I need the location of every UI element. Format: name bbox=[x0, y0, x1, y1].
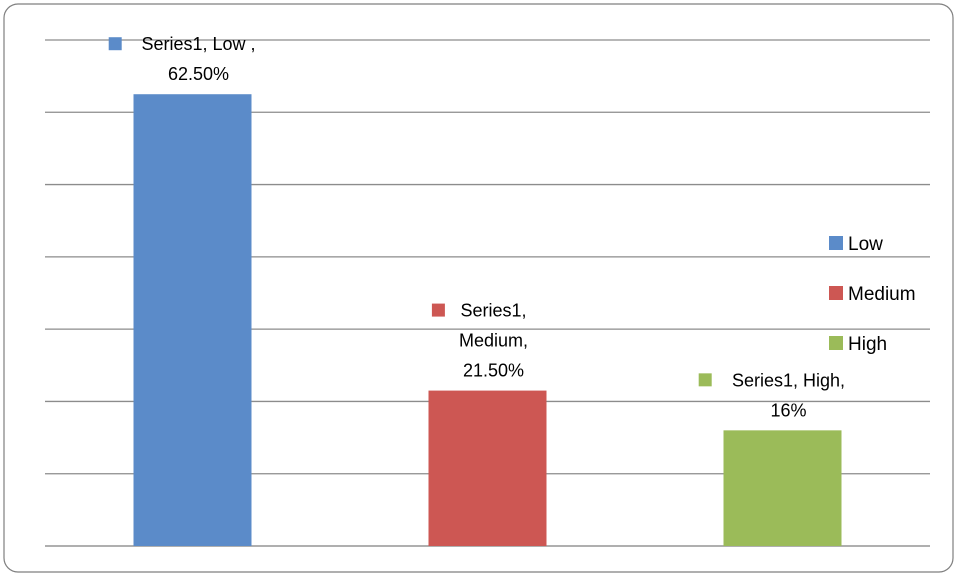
data-label-medium: Series1, Medium, 21.50% bbox=[431, 301, 528, 381]
data-label-key bbox=[108, 37, 122, 51]
data-label-low: Series1, Low , 62.50% bbox=[108, 34, 256, 84]
data-label-line: Series1, bbox=[460, 301, 526, 321]
data-label-line: Medium, bbox=[459, 331, 528, 351]
data-label-key bbox=[698, 373, 712, 387]
data-label-line: Series1, High, bbox=[732, 370, 845, 390]
data-label-line: Series1, Low , bbox=[141, 34, 255, 54]
legend-item-medium: Medium bbox=[829, 284, 916, 305]
legend-label: Low bbox=[848, 234, 883, 255]
bar-high bbox=[723, 430, 842, 546]
legend-item-high: High bbox=[829, 334, 887, 355]
data-label-line: 16% bbox=[770, 400, 806, 420]
bars bbox=[133, 94, 842, 546]
data-label-key bbox=[431, 303, 445, 317]
legend-label: Medium bbox=[848, 284, 916, 305]
data-label-high: Series1, High, 16% bbox=[698, 370, 845, 420]
legend-item-low: Low bbox=[829, 234, 883, 255]
data-labels: Series1, Low , 62.50% Series1, Medium, 21.50… bbox=[108, 34, 845, 420]
data-label-line: 62.50% bbox=[168, 64, 229, 84]
legend: Low Medium High bbox=[829, 234, 916, 355]
bar-low bbox=[133, 94, 252, 546]
data-label-line: 21.50% bbox=[463, 361, 524, 381]
bar-medium bbox=[428, 390, 547, 546]
legend-label: High bbox=[848, 334, 887, 355]
legend-swatch bbox=[829, 286, 843, 300]
legend-swatch bbox=[829, 336, 843, 350]
legend-swatch bbox=[829, 236, 843, 250]
